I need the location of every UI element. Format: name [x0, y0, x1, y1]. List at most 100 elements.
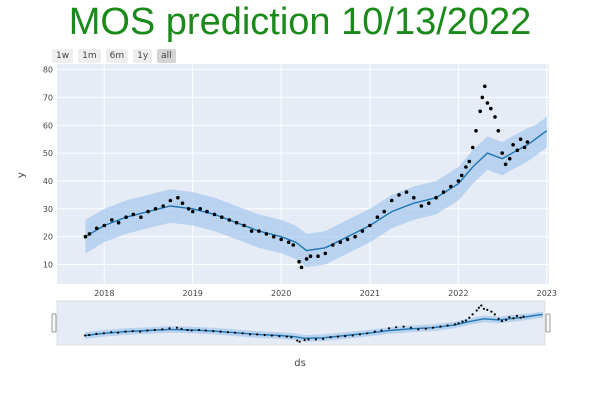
- actual-point: [168, 198, 173, 203]
- x-tick-label: 2019: [183, 289, 203, 298]
- range-actual-point: [336, 335, 340, 338]
- actual-point: [153, 207, 158, 211]
- actual-point: [83, 234, 88, 239]
- actual-point: [131, 212, 136, 217]
- actual-point: [480, 95, 485, 100]
- range-actual-point: [226, 331, 229, 334]
- actual-point: [323, 251, 328, 256]
- range-actual-point: [95, 332, 98, 335]
- actual-point: [511, 143, 515, 147]
- range-actual-point: [512, 317, 515, 320]
- actual-point: [146, 209, 150, 214]
- range-actual-point: [446, 324, 449, 327]
- range-actual-point: [515, 314, 519, 318]
- actual-point: [271, 234, 276, 239]
- actual-point: [525, 140, 530, 144]
- actual-point: [220, 215, 224, 219]
- actual-point: [291, 243, 296, 247]
- x-tick-label: 2022: [448, 289, 468, 298]
- actual-point: [493, 115, 497, 119]
- actual-point: [404, 190, 409, 194]
- range-handle-left[interactable]: [51, 313, 57, 333]
- actual-point: [110, 218, 114, 222]
- range-actual-point: [351, 334, 354, 337]
- actual-point: [507, 156, 512, 161]
- actual-point: [522, 145, 527, 150]
- actual-point: [412, 195, 416, 200]
- actual-point: [227, 218, 232, 222]
- actual-point: [500, 151, 505, 155]
- actual-point: [94, 226, 99, 231]
- range-slider[interactable]: [51, 300, 551, 346]
- actual-point: [478, 109, 483, 114]
- range-button-all[interactable]: all: [157, 49, 176, 63]
- range-button-1y[interactable]: 1y: [133, 49, 153, 63]
- range-actual-point: [180, 327, 183, 330]
- actual-point: [419, 204, 424, 208]
- actual-point: [427, 201, 431, 205]
- range-actual-point: [307, 338, 310, 341]
- actual-point: [299, 265, 304, 270]
- actual-point: [286, 240, 291, 244]
- range-actual-point: [256, 333, 259, 336]
- range-actual-point: [322, 337, 325, 340]
- range-actual-point: [480, 304, 483, 307]
- actual-point: [176, 195, 180, 200]
- range-actual-point: [457, 322, 460, 325]
- range-handle-right[interactable]: [545, 313, 551, 333]
- actual-point: [205, 209, 209, 214]
- forecast-line: [85, 130, 548, 252]
- uncertainty-band: [85, 116, 547, 268]
- y-tick-label: 20: [43, 233, 53, 242]
- actual-point: [434, 195, 438, 200]
- x-tick-label: 2020: [271, 289, 291, 298]
- range-actual-point: [373, 330, 376, 333]
- actual-point: [518, 137, 523, 141]
- y-tick-label: 40: [43, 177, 53, 186]
- y-tick-label: 10: [43, 261, 53, 270]
- range-actual-point: [477, 306, 480, 309]
- range-actual-point: [153, 328, 156, 332]
- actual-point: [467, 159, 472, 164]
- range-actual-point: [468, 316, 471, 319]
- range-actual-point: [186, 328, 189, 332]
- range-actual-point: [248, 333, 252, 336]
- range-actual-point: [461, 320, 464, 323]
- range-actual-point: [263, 333, 266, 337]
- actual-point: [124, 215, 128, 219]
- actual-point: [242, 223, 246, 228]
- range-actual-point: [219, 330, 222, 333]
- range-actual-point: [161, 328, 164, 331]
- actual-point: [456, 179, 461, 183]
- range-actual-point: [486, 308, 489, 311]
- range-actual-point: [482, 307, 485, 310]
- range-actual-point: [139, 330, 142, 333]
- actual-point: [464, 165, 468, 169]
- range-actual-point: [358, 333, 361, 336]
- actual-point: [459, 173, 464, 178]
- range-actual-point: [329, 336, 332, 339]
- range-actual-point: [212, 330, 215, 333]
- actual-point: [338, 240, 343, 244]
- range-button-6m[interactable]: 6m: [105, 49, 129, 63]
- range-button-1w[interactable]: 1w: [52, 49, 74, 63]
- range-actual-point: [190, 329, 193, 332]
- actual-point: [186, 207, 191, 211]
- actual-point: [345, 237, 350, 242]
- range-actual-point: [117, 331, 120, 334]
- x-tick-label: 2018: [94, 289, 114, 298]
- actual-point: [249, 229, 254, 233]
- range-actual-point: [344, 335, 347, 338]
- range-actual-point: [387, 327, 391, 330]
- range-uncertainty-band: [85, 311, 543, 342]
- range-actual-point: [505, 318, 508, 321]
- actual-point: [161, 204, 165, 208]
- range-actual-point: [314, 338, 317, 341]
- actual-point: [331, 243, 335, 247]
- actual-point: [449, 184, 453, 189]
- range-button-1m[interactable]: 1m: [78, 49, 101, 63]
- range-actual-point: [522, 315, 525, 318]
- range-actual-point: [471, 313, 474, 316]
- y-tick-label: 50: [43, 149, 53, 158]
- range-actual-point: [417, 328, 420, 331]
